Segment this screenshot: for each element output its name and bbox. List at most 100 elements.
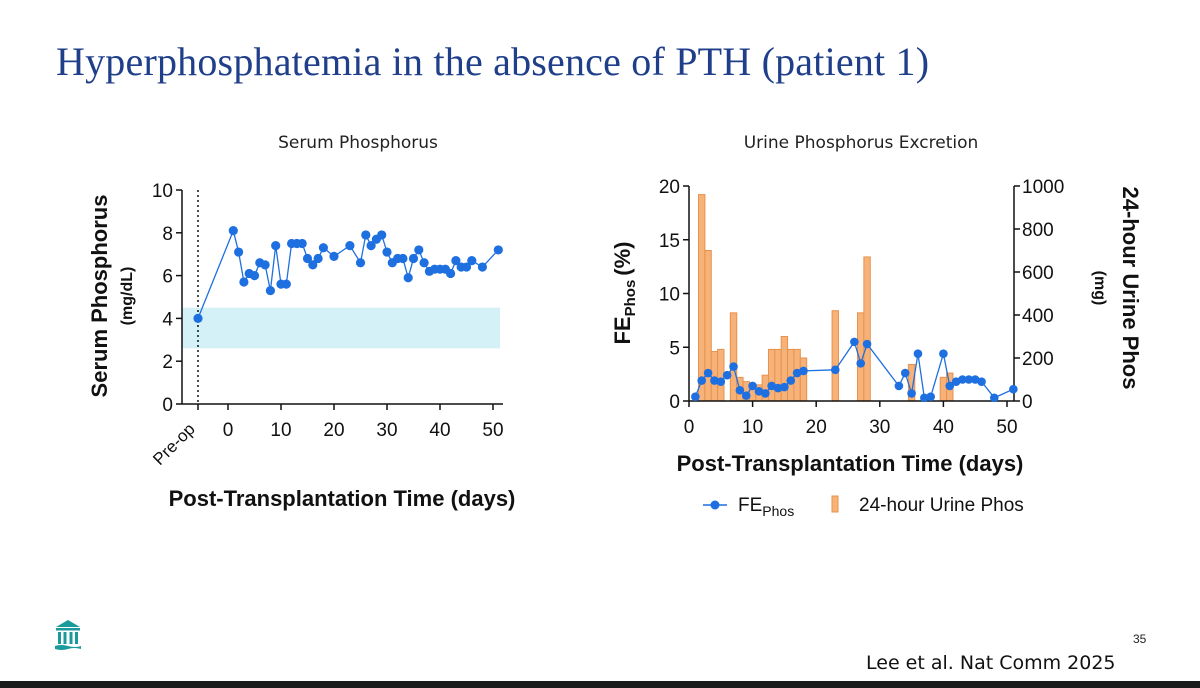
fephos-point xyxy=(939,349,948,359)
chart2-ylabel-left: FEPhos(%) xyxy=(610,241,639,344)
fephos-point xyxy=(958,375,967,384)
serum-phos-point xyxy=(403,273,413,283)
serum-phos-point xyxy=(382,247,392,257)
serum-phos-point xyxy=(249,271,260,281)
fephos-point xyxy=(945,381,955,391)
fephos-point xyxy=(900,368,910,378)
serum-phos-point xyxy=(377,230,387,240)
fephos-point xyxy=(703,368,713,378)
serum-phos-point xyxy=(193,313,203,323)
x-tick-label: 0 xyxy=(684,417,695,438)
legend-urine-label: 24-hour Urine Phos xyxy=(859,495,1024,516)
fephos-point xyxy=(716,377,726,386)
y-tick-label: 8 xyxy=(162,224,173,245)
fephos-point xyxy=(862,339,872,349)
fephos-point xyxy=(856,359,866,368)
chart2-legend: FEPhos 24-hour Urine Phos xyxy=(703,495,1024,519)
fephos-point xyxy=(989,393,999,403)
serum-phos-point xyxy=(345,241,355,251)
fephos-point xyxy=(920,393,929,403)
serum-phos-point xyxy=(467,256,477,266)
legend-fephos-label: FEPhos xyxy=(738,495,794,519)
serum-phos-point xyxy=(329,251,339,261)
urine-phos-bar xyxy=(799,357,808,402)
fephos-point xyxy=(710,376,719,385)
fephos-point xyxy=(792,368,802,378)
serum-phos-point xyxy=(318,243,328,253)
serum-phos-point xyxy=(228,226,238,236)
serum-phos-point xyxy=(313,253,323,264)
serum-phos-point xyxy=(493,245,503,255)
serum-phos-point xyxy=(446,268,456,279)
fephos-point xyxy=(735,385,745,395)
chart1-title: Serum Phosphorus xyxy=(278,133,438,153)
chart2-ylabel-right-line2: (mg) xyxy=(1091,271,1108,306)
fephos-point xyxy=(926,392,935,402)
y-left-tick-label: 10 xyxy=(659,285,680,306)
chart2-title: Urine Phosphorus Excretion xyxy=(744,133,979,153)
x-tick-label: 30 xyxy=(376,420,397,441)
y-left-tick-label: 15 xyxy=(659,231,680,252)
urine-phos-bar xyxy=(907,363,916,402)
serum-phos-point xyxy=(451,256,461,266)
fephos-line xyxy=(694,340,1014,399)
x-tick-label: 20 xyxy=(806,417,827,438)
urine-phos-bar xyxy=(748,385,757,402)
legend-marker-swatch xyxy=(710,500,720,510)
serum-phos-point xyxy=(281,279,291,289)
fephos-point xyxy=(1009,384,1018,394)
fephos-point xyxy=(786,376,796,385)
serum-phos-point xyxy=(366,241,376,251)
serum-phos-point xyxy=(361,230,371,240)
x-tick-label: 50 xyxy=(482,420,503,441)
fephos-point xyxy=(722,370,732,380)
chart1-preop-label: Pre-op xyxy=(149,419,199,469)
y-left-tick-label: 0 xyxy=(669,392,680,413)
serum-phos-point xyxy=(308,260,318,270)
fephos-point xyxy=(894,381,904,391)
fephos-point xyxy=(773,383,783,393)
serum-phos-point xyxy=(398,253,408,264)
urine-phos-bar xyxy=(736,376,744,402)
fephos-point xyxy=(767,381,776,391)
fephos-point xyxy=(850,337,859,347)
normal-range-band xyxy=(182,307,500,349)
serum-phos-point xyxy=(260,260,270,270)
x-tick-label: 10 xyxy=(270,420,291,441)
fephos-point xyxy=(951,377,961,386)
fephos-point xyxy=(780,382,789,392)
fephos-point xyxy=(970,375,980,384)
citation: Lee et al. Nat Comm 2025 xyxy=(866,652,1116,674)
institution-columns-icon xyxy=(55,620,81,650)
y-tick-label: 0 xyxy=(162,395,173,416)
slide-title: Hyperphosphatemia in the absence of PTH … xyxy=(56,39,930,84)
serum-phos-point xyxy=(234,247,244,257)
serum-phos-point xyxy=(271,241,281,251)
urine-phos-bar xyxy=(704,250,712,402)
fephos-point xyxy=(748,381,757,391)
fephos-point xyxy=(913,349,923,359)
urine-phos-bar xyxy=(717,348,725,402)
fephos-point xyxy=(761,389,770,398)
x-tick-label: 40 xyxy=(933,417,954,438)
chart1-ylabel-line2: (mg/dL) xyxy=(119,267,136,326)
serum-phos-point xyxy=(239,277,249,287)
chart2-xlabel: Post-Transplantation Time (days) xyxy=(677,451,1024,476)
y-left-tick-label: 5 xyxy=(669,338,680,359)
y-right-tick-label: 600 xyxy=(1022,263,1054,284)
urine-phos-bar xyxy=(761,374,770,402)
fephos-point xyxy=(697,376,707,385)
urine-phos-bar xyxy=(774,348,782,402)
chart1-xlabel: Post-Transplantation Time (days) xyxy=(169,486,516,511)
x-tick-label: 50 xyxy=(996,417,1017,438)
y-tick-label: 6 xyxy=(162,267,173,288)
y-right-tick-label: 200 xyxy=(1022,349,1054,370)
serum-phos-point xyxy=(297,238,307,249)
fephos-point xyxy=(754,387,764,396)
fephos-point xyxy=(741,391,751,400)
y-right-tick-label: 800 xyxy=(1022,220,1054,241)
y-right-tick-label: 400 xyxy=(1022,306,1054,327)
urine-phos-bar xyxy=(767,348,776,402)
urine-phos-bar xyxy=(863,256,871,402)
urine-phos-bar xyxy=(755,384,763,402)
